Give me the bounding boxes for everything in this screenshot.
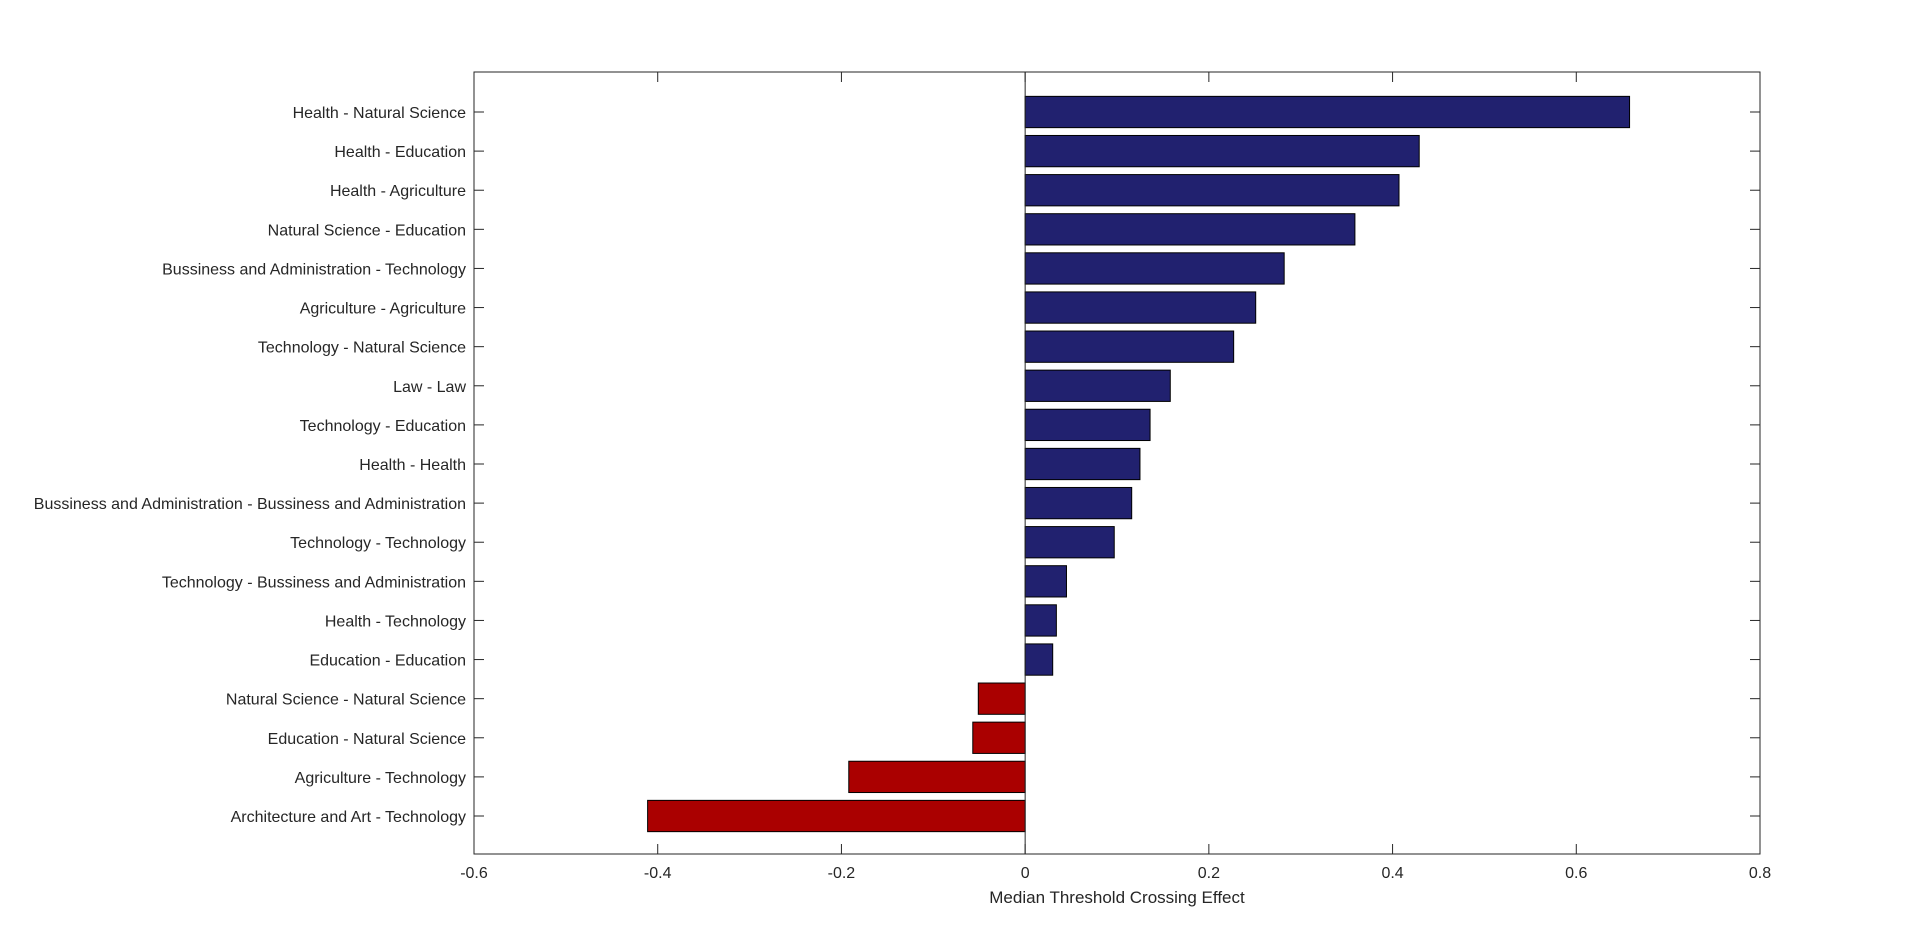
- x-tick-label: -0.4: [644, 865, 672, 882]
- bar: [647, 799, 1026, 833]
- y-tick-label: Agriculture - Agriculture: [300, 301, 466, 318]
- bar: [1024, 604, 1057, 637]
- y-tick-label: Health - Education: [334, 144, 466, 161]
- y-tick-label: Architecture and Art - Technology: [231, 809, 466, 826]
- y-tick-label: Bussiness and Administration - Bussiness…: [34, 496, 466, 513]
- y-tick-label: Health - Health: [359, 457, 466, 474]
- x-tick-label: 0.6: [1565, 865, 1587, 882]
- y-tick-label: Technology - Bussiness and Administratio…: [162, 574, 466, 591]
- x-axis-title: Median Threshold Crossing Effect: [989, 888, 1245, 907]
- x-tick-label: -0.2: [828, 865, 856, 882]
- bar: [1024, 174, 1400, 207]
- y-tick-label: Technology - Technology: [290, 535, 466, 552]
- x-tick-label: 0.2: [1198, 865, 1220, 882]
- bar: [1024, 291, 1257, 324]
- bar: [1024, 447, 1141, 481]
- bar: [1024, 252, 1285, 285]
- y-tick-label: Health - Natural Science: [293, 105, 467, 122]
- bar: [1024, 95, 1631, 129]
- y-tick-label: Education - Natural Science: [268, 731, 466, 748]
- plot-area-frame: [473, 71, 1761, 855]
- bar: [977, 682, 1026, 715]
- bar: [972, 721, 1026, 754]
- labels-group: Health - Natural Science Health - Educati…: [34, 105, 1771, 882]
- y-tick-label: Technology - Natural Science: [258, 340, 466, 357]
- x-tick-label: 0.8: [1749, 865, 1771, 882]
- x-tick-label: -0.6: [460, 865, 488, 882]
- y-tick-label: Education - Education: [309, 653, 466, 670]
- bar: [1024, 330, 1235, 363]
- bar: [1024, 408, 1151, 442]
- bar: [1024, 643, 1054, 676]
- bar: [1024, 486, 1133, 520]
- bar: [1024, 369, 1171, 402]
- y-tick-label: Health - Technology: [325, 613, 466, 630]
- bar: [848, 760, 1026, 794]
- bar: [1024, 526, 1115, 559]
- x-tick-label: 0.4: [1381, 865, 1403, 882]
- y-tick-label: Natural Science - Natural Science: [226, 692, 466, 709]
- y-tick-label: Bussiness and Administration - Technolog…: [162, 261, 466, 278]
- y-tick-label: Law - Law: [393, 379, 466, 396]
- bar: [1024, 565, 1067, 598]
- bar: [1024, 134, 1420, 168]
- y-tick-label: Agriculture - Technology: [295, 770, 466, 787]
- y-tick-label: Technology - Education: [300, 418, 466, 435]
- bar: [1024, 213, 1356, 246]
- y-tick-label: Health - Agriculture: [330, 183, 466, 200]
- bars-group: [647, 72, 1631, 854]
- x-tick-label: 0: [1021, 865, 1030, 882]
- y-tick-label: Natural Science - Education: [268, 222, 466, 239]
